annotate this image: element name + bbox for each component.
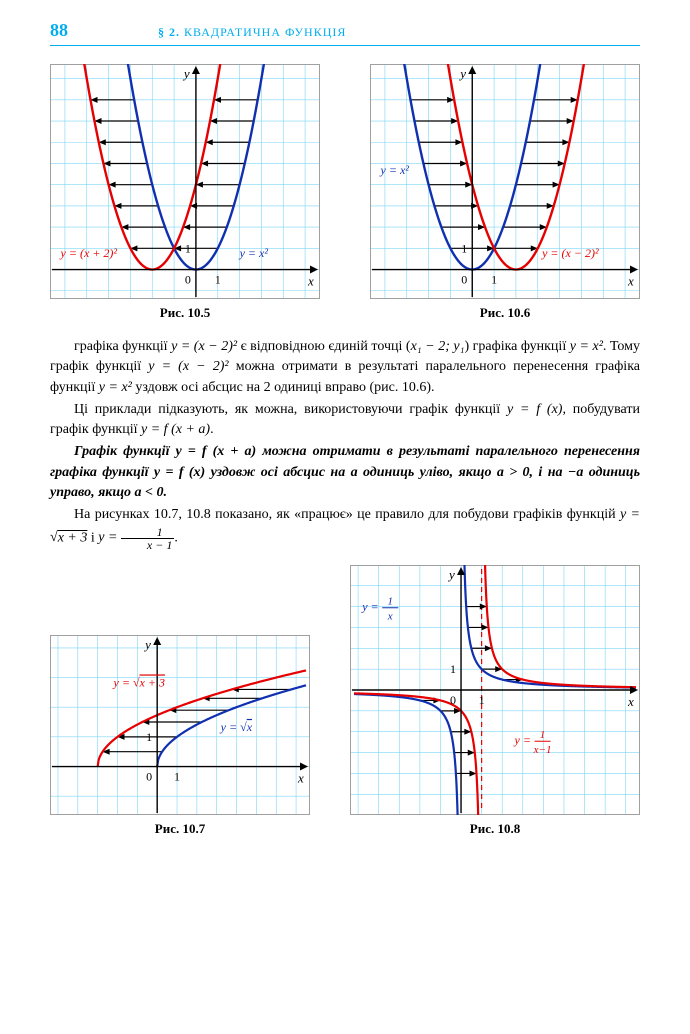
svg-text:1: 1 <box>461 241 467 255</box>
caption-10-8: Рис. 10.8 <box>350 821 640 837</box>
svg-text:0: 0 <box>185 273 191 287</box>
svg-text:x: x <box>627 694 634 709</box>
svg-text:0: 0 <box>461 273 467 287</box>
svg-text:1: 1 <box>185 241 191 255</box>
svg-text:x: x <box>307 274 314 289</box>
svg-text:y = (x + 2)²: y = (x + 2)² <box>60 246 118 260</box>
figures-row-2: y x 0 1 1 y = √x + 3 y = √x Рис. 10.7 y x 0 1 1 y =… <box>50 565 640 847</box>
svg-text:y: y <box>458 66 466 81</box>
svg-text:y: y <box>143 637 151 652</box>
caption-10-6: Рис. 10.6 <box>370 305 640 321</box>
svg-text:y =: y = <box>361 599 378 613</box>
figure-10-5: y x 0 1 1 y = (x + 2)² y = x² Рис. 10.5 <box>50 64 320 331</box>
svg-text:y: y <box>447 567 455 582</box>
svg-text:1: 1 <box>491 273 497 287</box>
svg-text:1: 1 <box>215 273 221 287</box>
figure-10-7: y x 0 1 1 y = √x + 3 y = √x Рис. 10.7 <box>50 635 310 847</box>
svg-text:0: 0 <box>146 769 152 783</box>
svg-text:y = (x − 2)²: y = (x − 2)² <box>541 246 599 260</box>
svg-text:y = √x: y = √x <box>220 720 253 734</box>
svg-text:1: 1 <box>540 729 546 741</box>
figure-10-8: y x 0 1 1 y = 1 x y = 1 x−1 Рис. 10.8 <box>350 565 640 847</box>
page-number: 88 <box>50 20 68 41</box>
svg-text:1: 1 <box>174 769 180 783</box>
svg-text:1: 1 <box>146 730 152 744</box>
section-title: § 2. КВАДРАТИЧНА ФУНКЦІЯ <box>158 25 346 40</box>
svg-text:1: 1 <box>479 693 485 707</box>
svg-text:y = x²: y = x² <box>380 163 410 177</box>
svg-text:y =: y = <box>514 733 531 747</box>
caption-10-5: Рис. 10.5 <box>50 305 320 321</box>
svg-text:1: 1 <box>450 662 456 676</box>
svg-text:x: x <box>297 770 304 785</box>
svg-text:y = √x + 3: y = √x + 3 <box>113 675 165 689</box>
body-text: графіка функції y = (x − 2)² є відповідн… <box>50 337 640 551</box>
svg-text:y: y <box>182 66 190 81</box>
svg-text:x: x <box>387 610 393 622</box>
svg-text:x: x <box>627 274 634 289</box>
figures-row-1: yx011y = (x + 2)²y = x² Рис. 10.5 yx011y… <box>50 64 640 331</box>
svg-text:y = x²: y = x² <box>239 246 269 260</box>
svg-text:0: 0 <box>450 693 456 707</box>
page-header: 88 § 2. КВАДРАТИЧНА ФУНКЦІЯ <box>50 20 640 46</box>
svg-text:1: 1 <box>387 595 393 607</box>
caption-10-7: Рис. 10.7 <box>50 821 310 837</box>
figure-10-6: y x 0 1 1 y = (x − 2)² y = x² Рис. 10.6 <box>370 64 640 331</box>
svg-text:x−1: x−1 <box>533 744 552 756</box>
